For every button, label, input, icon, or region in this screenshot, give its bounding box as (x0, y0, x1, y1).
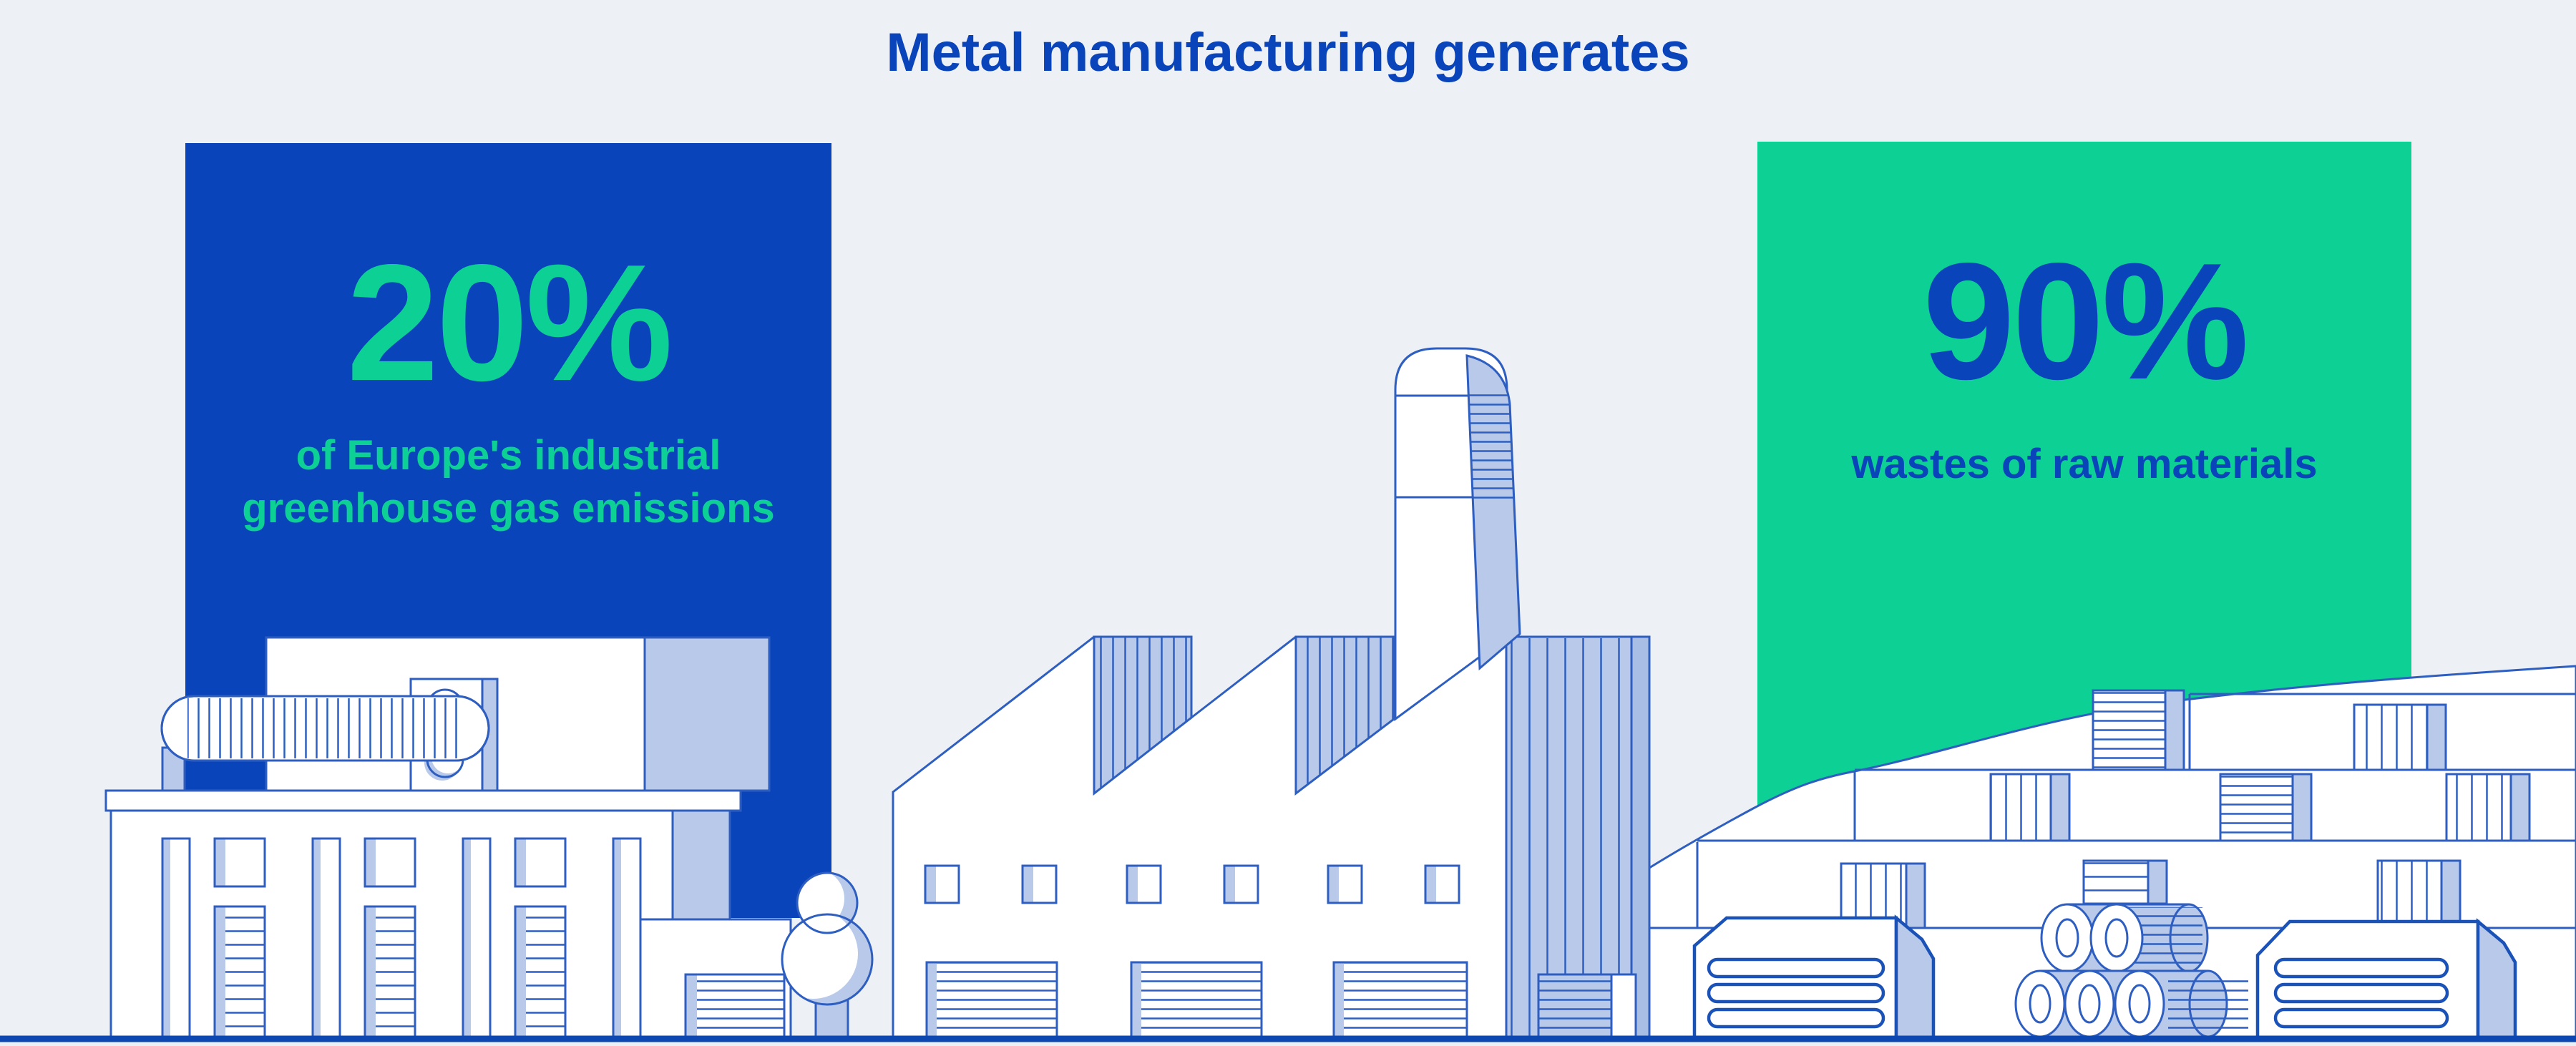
factory-garage-doors (925, 961, 1468, 1041)
parapet-band (104, 789, 742, 812)
hopper-left-icon (1692, 914, 1936, 1042)
sawtooth-roof-panel (1294, 635, 1395, 796)
factory-icon (892, 347, 1651, 1041)
wall-columns (161, 837, 642, 1041)
steel-coils-icon (2014, 903, 2248, 1038)
factory-windows (924, 864, 1460, 904)
rooftop-duct-cylinder-icon (160, 695, 490, 792)
office-building-icon (104, 636, 792, 1041)
sawtooth-roof-panel (1093, 635, 1193, 796)
rooftop-side-panel (643, 636, 771, 792)
material-blocks (1840, 689, 2531, 929)
wall-shadow-strip (671, 809, 731, 921)
wall-windows-and-louvres (213, 837, 567, 1041)
materials-pile-icon (1648, 665, 2576, 1042)
tower-door (1610, 973, 1637, 1041)
chimney-icon (1394, 347, 1521, 721)
hopper-right-icon (2255, 918, 2517, 1042)
annex-garage (639, 918, 792, 1041)
factory-tower (1505, 635, 1651, 1041)
